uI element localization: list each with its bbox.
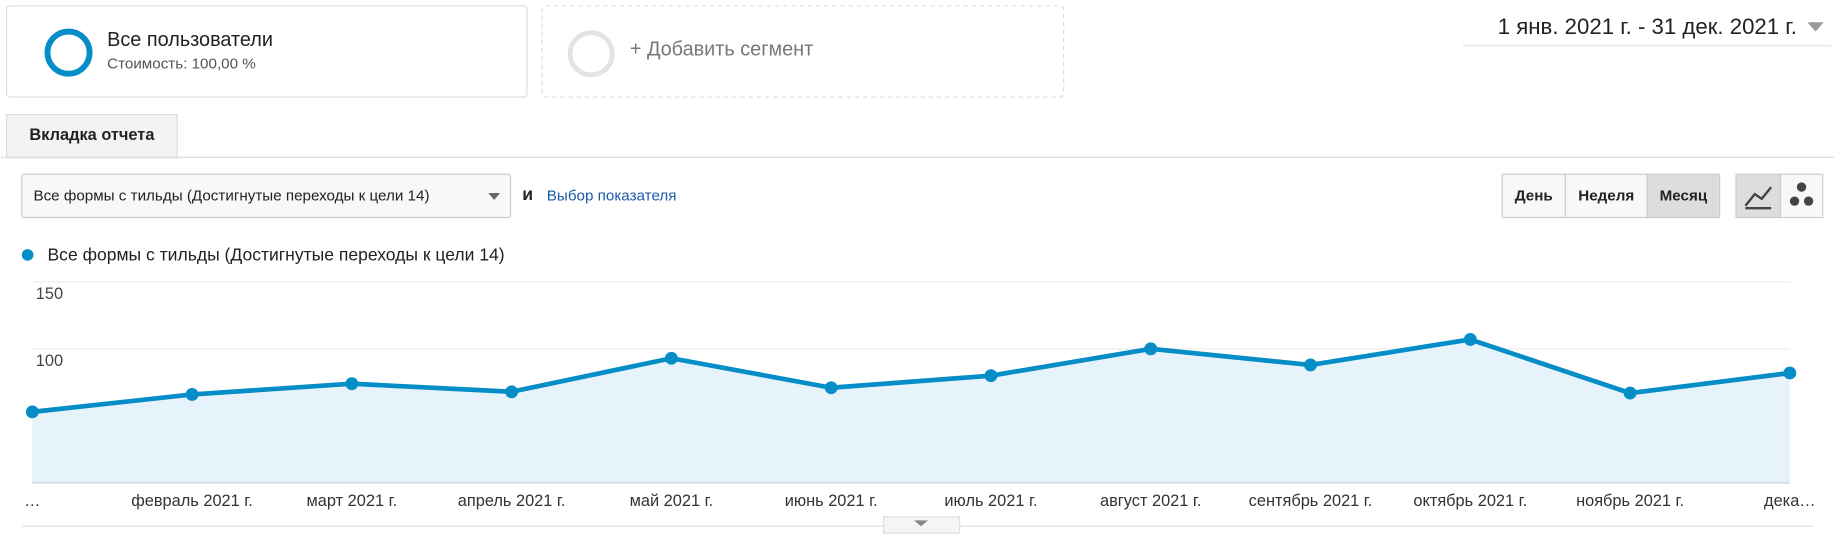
date-range[interactable]: 1 янв. 2021 г. - 31 дек. 2021 г.: [1498, 14, 1797, 39]
segment-subtitle: Стоимость: 100,00 %: [107, 55, 256, 72]
point: [1144, 342, 1158, 356]
expand-caret: [913, 520, 929, 527]
y-tick-label: 100: [36, 352, 63, 370]
metric-select-label: Все формы с тильды (Достигнутые переходы…: [33, 187, 429, 204]
x-tick-label: октябрь 2021 г.: [1413, 492, 1527, 510]
period-label: Неделя: [1578, 187, 1634, 204]
segment-title: Все пользователи: [107, 29, 273, 51]
x-tick-label: дека…: [1764, 492, 1816, 510]
legend-label: Все формы с тильды (Достигнутые переходы…: [47, 245, 504, 265]
and-label: и: [522, 184, 533, 204]
x-tick-label: май 2021 г.: [630, 492, 713, 510]
point: [824, 381, 838, 395]
point: [1783, 366, 1797, 380]
bubble-chart-button[interactable]: [1779, 173, 1824, 219]
metric-select[interactable]: [21, 173, 512, 219]
bubble-icon: [1789, 196, 1800, 206]
point: [1463, 333, 1477, 346]
y-tick-label: 150: [36, 285, 63, 303]
select-caret: [488, 192, 501, 200]
period-buttons: День Неделя Месяц: [1501, 173, 1721, 219]
line-icon: [1744, 186, 1773, 210]
x-tick-label: февраль 2021 г.: [131, 492, 253, 510]
legend-marker: [21, 249, 34, 261]
date-caret: [1807, 22, 1824, 32]
period-button[interactable]: [1646, 173, 1721, 219]
point: [25, 405, 39, 419]
point: [185, 388, 199, 401]
line: [32, 337, 1791, 415]
bubble-icon: [1803, 196, 1814, 206]
period-button[interactable]: [1501, 173, 1566, 219]
segment-icon: [44, 28, 93, 77]
point: [984, 369, 998, 383]
metric-link[interactable]: Выбор показателя: [547, 187, 677, 204]
point: [664, 351, 678, 365]
x-tick-label: …: [24, 492, 40, 510]
add-segment-icon: [567, 30, 615, 78]
tab-label: Вкладка отчета: [29, 126, 155, 144]
x-tick-label: июнь 2021 г.: [785, 492, 878, 510]
segment-card[interactable]: [5, 5, 528, 98]
x-tick-label: ноябрь 2021 г.: [1576, 492, 1684, 510]
point: [1304, 358, 1317, 372]
add-segment[interactable]: [541, 5, 1065, 98]
x-tick-label: сентябрь 2021 г.: [1249, 492, 1373, 510]
point: [1623, 386, 1637, 400]
x-tick-label: август 2021 г.: [1100, 492, 1201, 510]
point: [505, 385, 519, 399]
x-tick-label: июль 2021 г.: [944, 492, 1037, 510]
point: [345, 377, 359, 391]
period-label: Месяц: [1660, 187, 1708, 204]
bubble-icon: [1796, 182, 1807, 192]
add-segment-label: + Добавить сегмент: [630, 39, 813, 61]
x-tick-label: апрель 2021 г.: [458, 492, 566, 510]
x-tick-label: март 2021 г.: [307, 492, 398, 510]
area: [32, 339, 1790, 483]
period-label: День: [1515, 187, 1553, 204]
